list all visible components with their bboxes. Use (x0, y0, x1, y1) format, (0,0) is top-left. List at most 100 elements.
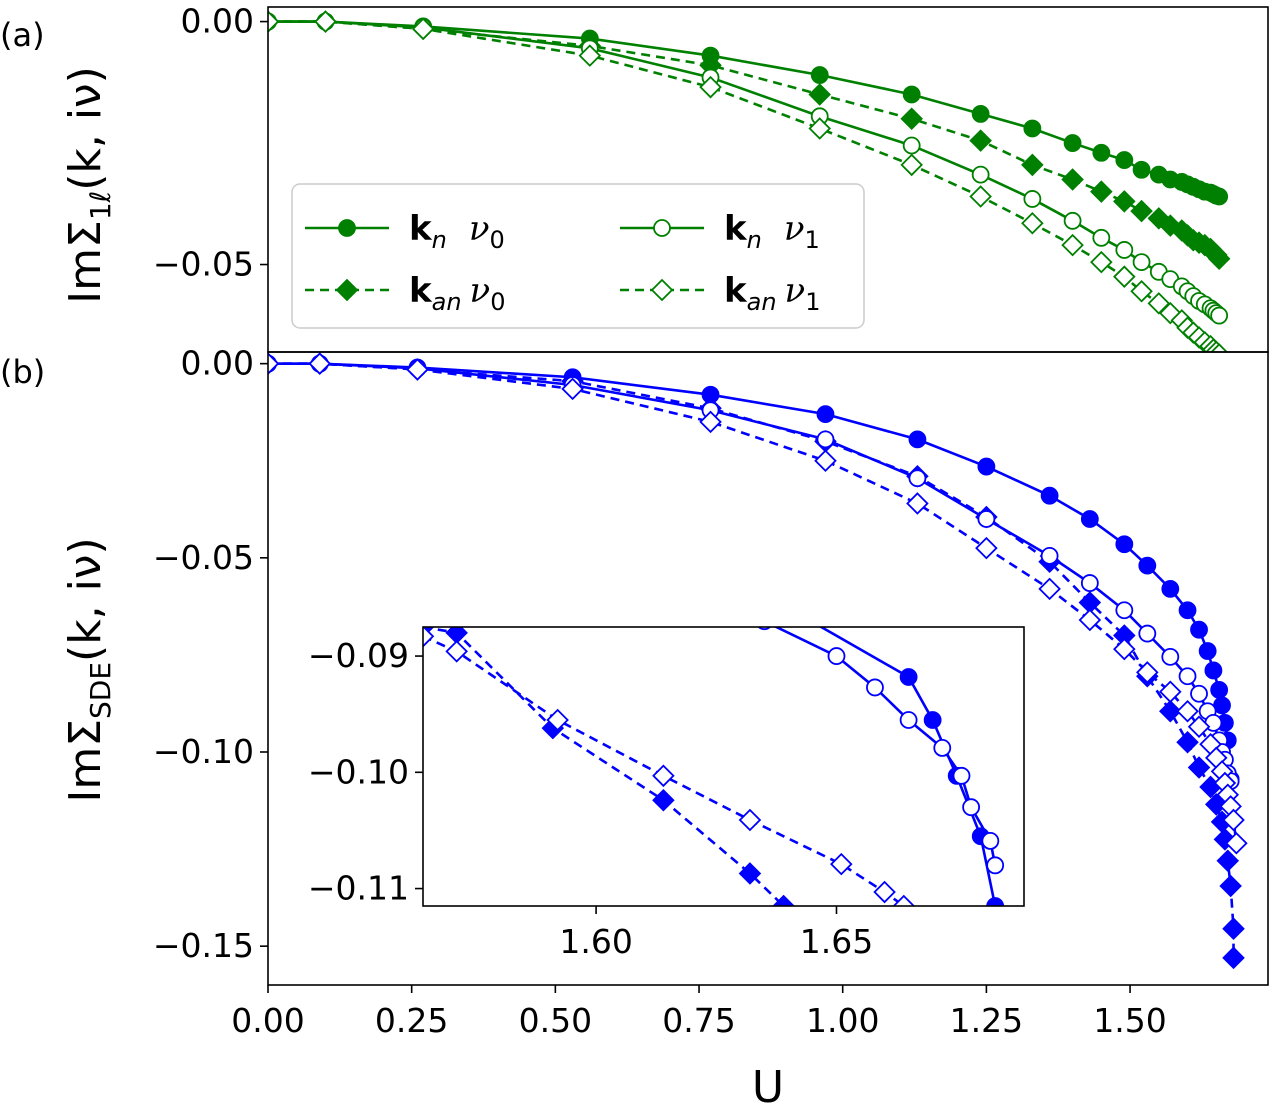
panel-b-series-3-point (1078, 608, 1102, 632)
panel-a-series-1-point (1090, 180, 1113, 203)
panel-a-series-1-point (969, 129, 992, 152)
panel-a-series-0-point (1023, 119, 1042, 138)
panel-b-series-1-point (1187, 756, 1211, 779)
panel-b-xtick-label: 0.75 (662, 1001, 735, 1040)
panel-b-ytick-label: −0.05 (153, 538, 254, 577)
inset-frame (422, 626, 1025, 907)
panel-b-series-3-point (906, 492, 929, 515)
inset-series-1-point (866, 678, 884, 697)
inset-series-1-point (986, 856, 1005, 875)
panel-a-series-1-point (808, 83, 831, 106)
inset-series-3-point (546, 708, 569, 732)
panel-b-series-2-point (908, 469, 927, 488)
panel-b-series-2-point (1080, 574, 1099, 592)
panel-b-series-3-point (1187, 715, 1211, 739)
panel-b-ytick-label: −0.15 (153, 926, 254, 965)
panel-a-series-3-point (969, 185, 992, 208)
panel-a-series-3-point (314, 10, 337, 33)
panel-a-series-2-point (1132, 253, 1151, 272)
panel-a-label: (a) (0, 16, 45, 54)
panel-a-series-3-point (268, 10, 280, 33)
inset-series-1-point (952, 766, 971, 785)
panel-b-series-2-point (977, 510, 996, 528)
panel-b-series-3-point (1038, 577, 1061, 601)
panel-a-series-0-line (268, 20, 1220, 198)
panel-a-series-3-point (1210, 343, 1228, 352)
panel-a-series-3-point (1130, 279, 1153, 303)
panel-b-series-1-point (1216, 849, 1240, 873)
panel-b-series-3-point (814, 449, 837, 473)
panel-b-frame (267, 351, 1269, 986)
panel-b-series-0-point (977, 457, 996, 476)
panel-a-series-0-point (1132, 160, 1151, 179)
legend-entry-marker (653, 219, 671, 237)
panel-a-ylabel: ImΣ1ℓ(k, iν) (60, 66, 117, 304)
inset-series-1-point (962, 798, 981, 817)
panel-b-series-0-point (1115, 535, 1134, 554)
inset-plot: −0.09 −0.10 −0.11 1.60 1.65 (308, 626, 1025, 961)
panel-a-series-2-point (1115, 241, 1134, 259)
legend-entry-marker (650, 278, 674, 302)
panel-a-series-1-point (1207, 247, 1231, 270)
inset-series-3-point (652, 764, 675, 788)
inset-series-3-point (873, 880, 896, 904)
inset-ytick-label: −0.11 (308, 869, 409, 908)
inset-series-3-point (892, 894, 916, 906)
panel-a-series-3-point (411, 17, 435, 41)
panel-b-series-3-point (975, 536, 998, 560)
panel-b-series-1-point (1159, 699, 1182, 723)
panel-a-series-3-point (578, 44, 602, 67)
panel-b-series-3-point (561, 377, 584, 401)
inset-series-2-point (738, 862, 762, 885)
panel-a-series-2-point (902, 136, 921, 155)
inset-xtick-label: 1.65 (800, 922, 873, 961)
panel-a-series-0-point (902, 85, 921, 104)
panel-a-series-0-point (1210, 187, 1229, 206)
panel-b-series-3-point (1222, 808, 1245, 832)
inset-series-1-point (981, 832, 1000, 850)
panel-b-series-2-point (1115, 601, 1134, 620)
panel-b-series-1-point (1222, 917, 1245, 940)
legend-entry-marker (335, 278, 359, 302)
panel-b-xtick-label: 1.00 (806, 1001, 879, 1040)
panel-a-series-3-point (1061, 233, 1084, 257)
panel-b-series-0-point (1138, 556, 1157, 575)
panel-a-series-1-point (1021, 153, 1044, 177)
panel-b-series-0-point (816, 405, 835, 424)
panel-b-series-1-point (1176, 731, 1199, 754)
panel-b-series-1-point (1222, 946, 1245, 970)
panel-a-series-2-point (971, 165, 990, 184)
panel-b-series-0-point (1040, 486, 1059, 505)
panel-b-series-2-point (1178, 667, 1197, 686)
inset-series-1-point (827, 647, 846, 665)
panel-a-series-3-point (699, 75, 722, 99)
panel-b-series-3-point (1176, 699, 1199, 723)
panel-b-ylabel: ImΣSDE(k, iν) (60, 537, 117, 802)
panel-a-series-3-point (1113, 265, 1136, 288)
panel-a-series-0-point (1092, 143, 1111, 162)
panel-b-series-2-point (816, 430, 835, 449)
inset-series-3-point (830, 852, 853, 876)
panel-b-series-0-point (1190, 620, 1208, 639)
inset-ytick-label: −0.10 (308, 752, 409, 791)
panel-b-series-0-point (1204, 661, 1223, 680)
inset-background (423, 627, 1024, 906)
panel-a-series-1-point (1061, 168, 1084, 191)
panel-b-series-0-point (1161, 579, 1180, 598)
panel-a-series-1-point (1113, 190, 1136, 213)
panel-b-series-0-point (1080, 510, 1099, 528)
panel-a-series-3-point (1090, 250, 1113, 274)
panel-a-series-2-point (1023, 190, 1042, 208)
panel-a-series-0-point (1115, 151, 1134, 169)
panel-a-ytick-label: −0.05 (153, 245, 254, 284)
inset-series-2-point (652, 788, 675, 812)
panel-a-series-0-point (810, 66, 829, 84)
panel-b-series-3-point (1225, 831, 1248, 855)
inset-series-3-point (423, 627, 435, 648)
inset-series-0-point (986, 897, 1005, 906)
panel-b-series-3-point (406, 358, 429, 381)
panel-b-ytick-label: 0.00 (181, 344, 254, 383)
inset-series-2-point (772, 894, 795, 906)
legend-entry-marker (338, 219, 356, 237)
panel-b-series-0-point (1210, 680, 1229, 699)
